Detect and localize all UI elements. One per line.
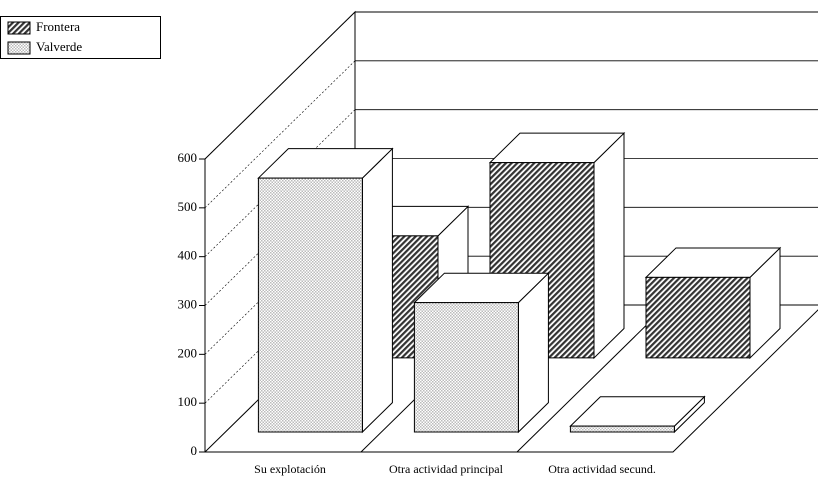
bar-face: [569, 425, 675, 433]
y-tick-label: 100: [178, 394, 198, 409]
bar: [569, 395, 706, 434]
legend-label: Valverde: [36, 39, 82, 54]
bar-face: [593, 131, 625, 360]
x-tick-label: Su explotación: [254, 462, 326, 476]
y-tick-label: 500: [178, 199, 198, 214]
bar-face: [257, 177, 363, 433]
bar: [644, 246, 782, 360]
bar-face: [361, 147, 393, 434]
grid-line: [204, 60, 356, 209]
y-tick-label: 200: [178, 345, 198, 360]
x-tick-label: Otra actividad principal: [389, 462, 504, 476]
x-tick-label: Otra actividad secund.: [548, 462, 656, 476]
y-tick-label: 300: [178, 296, 198, 311]
y-tick-label: 400: [178, 248, 198, 263]
grid-line: [204, 11, 356, 160]
y-tick-label: 600: [178, 150, 198, 165]
legend-swatch: [7, 41, 31, 55]
y-tick-label: 0: [191, 443, 198, 458]
bar: [413, 272, 550, 434]
legend-swatch: [7, 21, 31, 35]
bar-face: [413, 302, 519, 433]
bar-face: [645, 276, 751, 359]
legend-label: Frontera: [36, 19, 80, 34]
floor-divider: [516, 304, 668, 453]
bar: [257, 147, 394, 434]
